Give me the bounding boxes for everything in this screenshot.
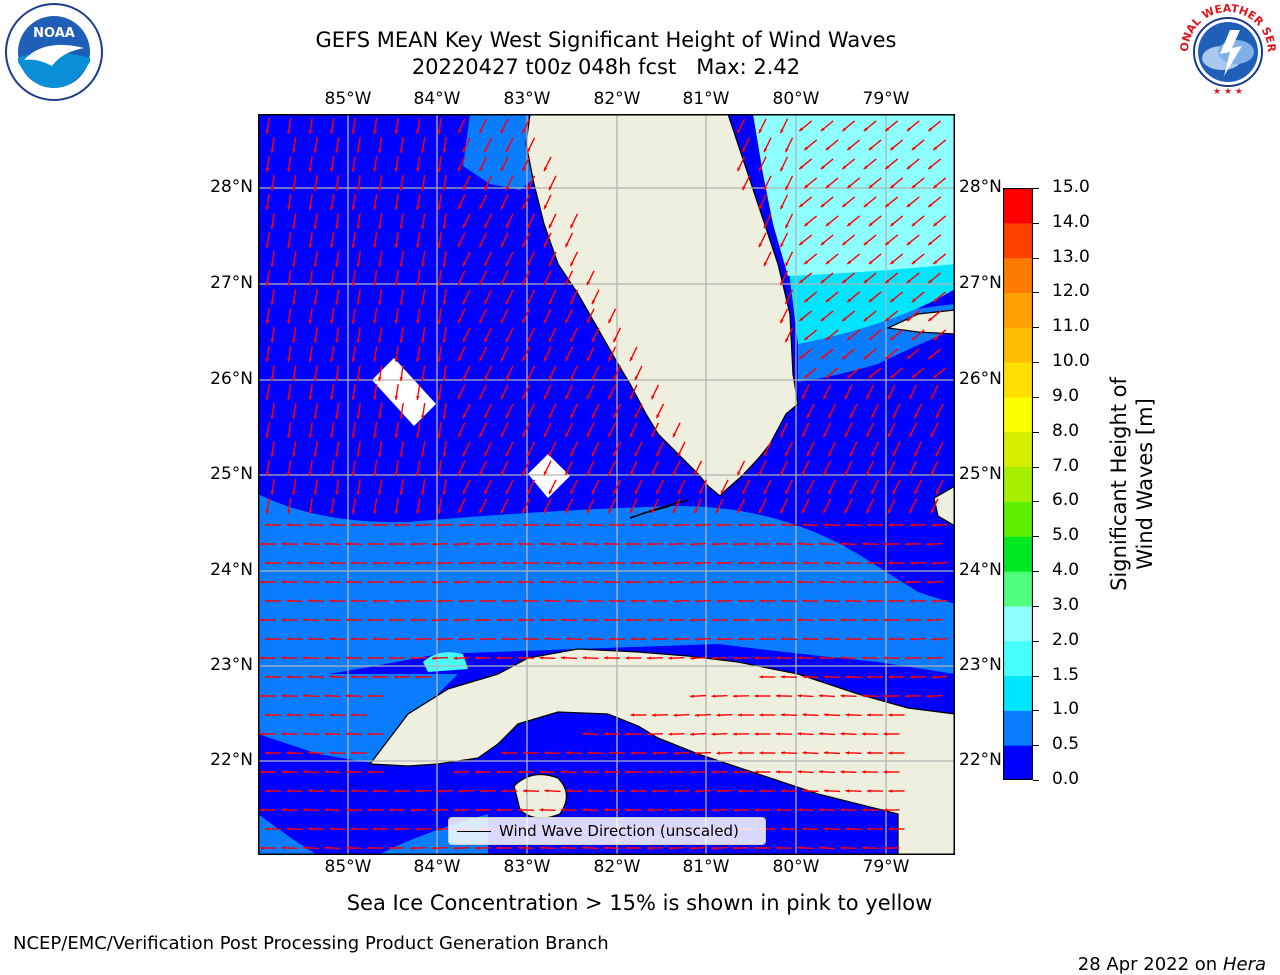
lat-tick-left: 22°N [193, 750, 253, 770]
legend-line-swatch [457, 831, 491, 832]
colorbar [1003, 188, 1033, 780]
footer-date: 28 Apr 2022 on Hera [1066, 933, 1266, 975]
lon-tick-bottom: 79°W [846, 857, 926, 877]
lon-tick-top: 80°W [756, 89, 836, 109]
lat-tick-left: 24°N [193, 560, 253, 580]
colorbar-swatch [1003, 676, 1033, 711]
lon-tick-bottom: 83°W [487, 857, 567, 877]
colorbar-tick-label: 13.0 [1052, 247, 1090, 267]
colorbar-tick-mark [1033, 501, 1039, 502]
colorbar-swatch [1003, 745, 1033, 780]
colorbar-tick-label: 0.5 [1052, 734, 1079, 754]
colorbar-swatch [1003, 188, 1033, 223]
lon-tick-bottom: 80°W [756, 857, 836, 877]
colorbar-tick-mark [1033, 432, 1039, 433]
colorbar-tick-mark [1033, 641, 1039, 642]
lon-tick-bottom: 85°W [308, 857, 388, 877]
lat-tick-right: 25°N [959, 464, 1002, 484]
lon-tick-top: 79°W [846, 89, 926, 109]
colorbar-tick-mark [1033, 223, 1039, 224]
colorbar-swatch [1003, 501, 1033, 536]
lat-tick-right: 23°N [959, 655, 1002, 675]
chart-subtitle: 20220427 t00z 048h fcst Max: 2.42 [0, 54, 1212, 80]
colorbar-tick-label: 11.0 [1052, 316, 1090, 336]
map-plot [258, 114, 955, 855]
colorbar-swatch [1003, 710, 1033, 745]
lon-tick-bottom: 84°W [397, 857, 477, 877]
colorbar-tick-label: 14.0 [1052, 212, 1090, 232]
lat-tick-right: 27°N [959, 273, 1002, 293]
lon-tick-bottom: 82°W [577, 857, 657, 877]
colorbar-tick-mark [1033, 258, 1039, 259]
colorbar-tick-label: 4.0 [1052, 560, 1079, 580]
svg-text:★ ★ ★: ★ ★ ★ [1213, 87, 1243, 97]
colorbar-tick-mark [1033, 710, 1039, 711]
colorbar-tick-mark [1033, 780, 1039, 781]
colorbar-tick-label: 7.0 [1052, 456, 1079, 476]
isla-juventud-land [514, 774, 567, 818]
colorbar-tick-mark [1033, 292, 1039, 293]
sea-ice-caption: Sea Ice Concentration > 15% is shown in … [258, 891, 1021, 915]
lat-tick-right: 26°N [959, 369, 1002, 389]
colorbar-swatch [1003, 606, 1033, 641]
lat-tick-left: 23°N [193, 655, 253, 675]
colorbar-swatch [1003, 327, 1033, 362]
lon-tick-top: 82°W [577, 89, 657, 109]
colorbar-tick-label: 9.0 [1052, 386, 1079, 406]
colorbar-swatch [1003, 536, 1033, 571]
colorbar-tick-label: 8.0 [1052, 421, 1079, 441]
colorbar-tick-label: 12.0 [1052, 281, 1090, 301]
colorbar-tick-mark [1033, 327, 1039, 328]
colorbar-tick-label: 2.0 [1052, 630, 1079, 650]
lat-tick-right: 28°N [959, 177, 1002, 197]
lon-tick-bottom: 81°W [666, 857, 746, 877]
lat-tick-left: 26°N [193, 369, 253, 389]
colorbar-tick-label: 15.0 [1052, 177, 1090, 197]
legend-label: Wind Wave Direction (unscaled) [499, 822, 739, 840]
footer-host: Hera [1223, 954, 1266, 975]
footer-date-text: 28 Apr 2022 on [1078, 954, 1223, 975]
colorbar-tick-label: 10.0 [1052, 351, 1090, 371]
chart-title: GEFS MEAN Key West Significant Height of… [0, 27, 1212, 53]
colorbar-swatch [1003, 641, 1033, 676]
colorbar-tick-mark [1033, 676, 1039, 677]
colorbar-tick-mark [1033, 188, 1039, 189]
lon-tick-top: 85°W [308, 89, 388, 109]
colorbar-swatch [1003, 432, 1033, 467]
lat-tick-right: 24°N [959, 560, 1002, 580]
colorbar-swatch [1003, 292, 1033, 327]
colorbar-swatch [1003, 571, 1033, 606]
colorbar-tick-mark [1033, 397, 1039, 398]
colorbar-tick-label: 6.0 [1052, 490, 1079, 510]
colorbar-swatch [1003, 362, 1033, 397]
map-panel: Wind Wave Direction (unscaled) [258, 114, 955, 855]
colorbar-swatch [1003, 223, 1033, 258]
lat-tick-left: 27°N [193, 273, 253, 293]
wave-field-2.0-3.0 [753, 114, 955, 276]
lat-tick-right: 22°N [959, 750, 1002, 770]
colorbar-swatches [1003, 188, 1033, 780]
colorbar-tick-label: 1.5 [1052, 665, 1079, 685]
lon-tick-top: 84°W [397, 89, 477, 109]
colorbar-tick-label: 1.0 [1052, 699, 1079, 719]
colorbar-swatch [1003, 258, 1033, 293]
colorbar-swatch [1003, 397, 1033, 432]
colorbar-tick-mark [1033, 571, 1039, 572]
colorbar-tick-mark [1033, 606, 1039, 607]
colorbar-tick-mark [1033, 745, 1039, 746]
colorbar-swatch [1003, 467, 1033, 502]
colorbar-tick-label: 3.0 [1052, 595, 1079, 615]
footer-branch: NCEP/EMC/Verification Post Processing Pr… [13, 933, 609, 954]
colorbar-tick-mark [1033, 362, 1039, 363]
lat-tick-left: 25°N [193, 464, 253, 484]
lon-tick-top: 83°W [487, 89, 567, 109]
lat-tick-left: 28°N [193, 177, 253, 197]
map-legend: Wind Wave Direction (unscaled) [448, 817, 766, 845]
lon-tick-top: 81°W [666, 89, 746, 109]
colorbar-tick-mark [1033, 536, 1039, 537]
colorbar-tick-label: 0.0 [1052, 769, 1079, 789]
colorbar-tick-mark [1033, 467, 1039, 468]
colorbar-tick-label: 5.0 [1052, 525, 1079, 545]
